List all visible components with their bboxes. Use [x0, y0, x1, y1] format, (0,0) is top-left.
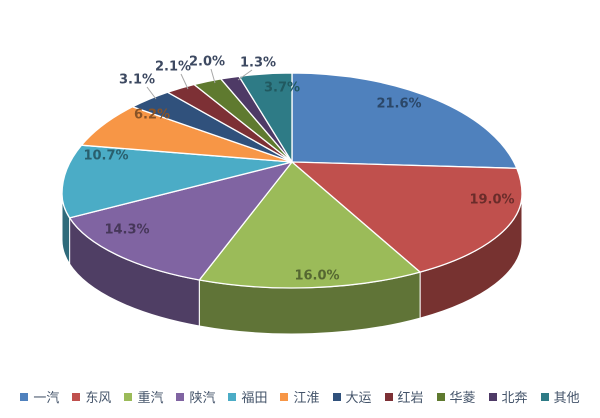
percent-label-2: 16.0% — [294, 269, 339, 284]
legend-swatch-1 — [72, 392, 81, 401]
legend-swatch-6 — [332, 392, 341, 401]
legend-item-3: 陕汽 — [176, 387, 215, 406]
legend-item-7: 红岩 — [384, 387, 424, 406]
legend-swatch-2 — [124, 392, 133, 401]
leader-line-6 — [146, 86, 157, 100]
leader-line-8 — [210, 68, 216, 84]
legend-label-7: 红岩 — [397, 391, 424, 406]
legend-label-0: 一汽 — [33, 391, 60, 406]
percent-label-8: 2.0% — [189, 55, 225, 70]
legend-label-3: 陕汽 — [189, 391, 216, 406]
legend-label-1: 东风 — [85, 391, 112, 406]
legend-item-1: 东风 — [72, 387, 111, 406]
pie-slice-1 — [291, 161, 523, 273]
percent-label-9: 1.3% — [240, 56, 276, 71]
percent-label-5: 6.2% — [134, 108, 170, 123]
legend-item-10: 其他 — [540, 387, 580, 406]
legend-label-4: 福田 — [241, 391, 268, 406]
legend-label-2: 重汽 — [137, 391, 164, 406]
percent-label-0: 21.6% — [376, 97, 421, 112]
legend-label-10: 其他 — [553, 391, 580, 406]
percent-label-1: 19.0% — [469, 193, 514, 208]
leader-line-7 — [180, 73, 189, 90]
legend-item-0: 一汽 — [20, 387, 59, 406]
legend-item-4: 福田 — [228, 387, 267, 406]
legend-item-5: 江淮 — [280, 387, 320, 406]
percent-label-6: 3.1% — [119, 73, 155, 88]
legend-item-9: 北奔 — [488, 387, 528, 406]
legend-swatch-0 — [20, 392, 29, 401]
legend-swatch-9 — [488, 392, 497, 401]
legend-swatch-10 — [540, 392, 549, 401]
legend-label-6: 大运 — [345, 391, 372, 406]
percent-label-3: 14.3% — [104, 223, 149, 238]
legend-swatch-3 — [176, 392, 185, 401]
percent-label-10: 3.7% — [264, 81, 300, 96]
legend-item-2: 重汽 — [124, 387, 163, 406]
percent-label-7: 2.1% — [155, 60, 191, 75]
legend-swatch-7 — [384, 392, 393, 401]
legend-swatch-4 — [228, 392, 237, 401]
percent-label-4: 10.7% — [83, 149, 128, 164]
pie-slice-3 — [68, 161, 293, 281]
pie-slice-0 — [291, 72, 518, 169]
pie-slice-2 — [198, 161, 421, 289]
pie-slice-10 — [238, 72, 293, 163]
legend-label-9: 北奔 — [501, 391, 528, 406]
legend-label-5: 江淮 — [293, 391, 320, 406]
legend-item-8: 华菱 — [436, 387, 476, 406]
legend-item-6: 大运 — [332, 387, 372, 406]
legend-swatch-5 — [280, 392, 289, 401]
leader-line-9 — [237, 69, 253, 81]
pie-slice-4 — [61, 144, 293, 219]
legend-label-8: 华菱 — [449, 391, 476, 406]
legend-swatch-8 — [436, 392, 445, 401]
legend: 一汽 东风 重汽 陕汽 福田 江淮 大运 红岩 华菱 北奔 其他 — [0, 387, 600, 406]
